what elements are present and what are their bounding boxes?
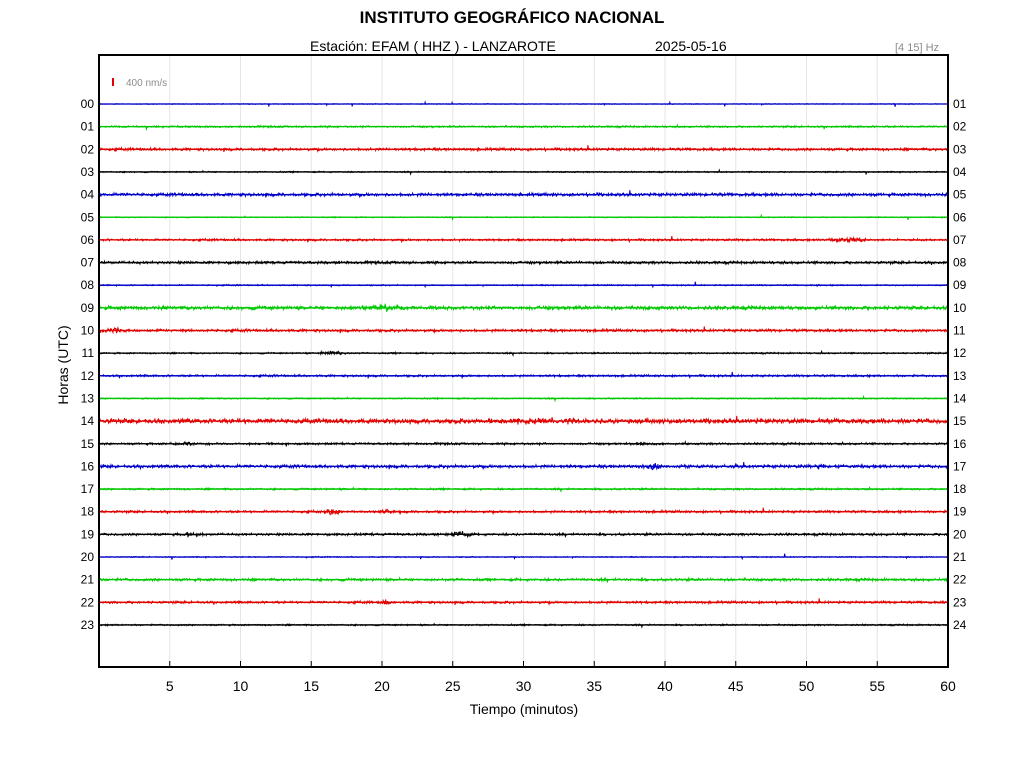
hour-label-left: 20 xyxy=(81,550,95,564)
hour-label-left: 05 xyxy=(81,210,95,224)
hour-label-right: 18 xyxy=(953,482,967,496)
hour-label-right: 24 xyxy=(953,618,967,632)
hour-label-left: 13 xyxy=(81,391,95,405)
hour-label-left: 17 xyxy=(81,482,95,496)
y-axis-right-labels: 01 02 03 04 05 06 07 08 09 10 11 12 13 14 15 16 17 18 19 20… xyxy=(953,97,967,632)
hour-label-left: 23 xyxy=(81,618,95,632)
hour-label-left: 01 xyxy=(81,120,95,134)
x-tick-label: 55 xyxy=(869,678,885,694)
x-tick-label: 20 xyxy=(374,678,390,694)
x-tick-label: 10 xyxy=(233,678,249,694)
hour-label-left: 03 xyxy=(81,165,95,179)
x-tick-label: 45 xyxy=(728,678,744,694)
hour-label-left: 11 xyxy=(82,346,95,360)
hour-label-right: 07 xyxy=(953,233,967,247)
x-tick-label: 60 xyxy=(940,678,956,694)
x-tick-label: 30 xyxy=(516,678,532,694)
hour-label-left: 22 xyxy=(81,595,95,609)
hour-label-right: 10 xyxy=(953,301,967,315)
hour-label-left: 02 xyxy=(81,142,95,156)
hour-label-left: 15 xyxy=(81,437,95,451)
hour-label-right: 02 xyxy=(953,120,967,134)
hour-label-right: 13 xyxy=(953,369,967,383)
x-tick-label: 50 xyxy=(799,678,815,694)
hour-label-right: 11 xyxy=(953,324,966,338)
hour-label-right: 06 xyxy=(953,210,967,224)
hour-label-right: 08 xyxy=(953,256,967,270)
hour-label-left: 14 xyxy=(81,414,95,428)
x-tick-label: 35 xyxy=(586,678,602,694)
hour-label-right: 22 xyxy=(953,573,967,587)
x-tick-label: 5 xyxy=(166,678,174,694)
hour-label-left: 06 xyxy=(81,233,95,247)
hour-label-left: 04 xyxy=(81,188,95,202)
date-label: 2025-05-16 xyxy=(655,38,727,54)
hour-label-right: 03 xyxy=(953,142,967,156)
hour-label-right: 14 xyxy=(953,391,967,405)
hour-label-left: 12 xyxy=(81,369,95,383)
hour-label-right: 15 xyxy=(953,414,967,428)
grid-lines xyxy=(169,55,878,667)
x-axis-label: Tiempo (minutos) xyxy=(470,701,578,717)
hour-label-left: 21 xyxy=(81,573,95,587)
station-label: Estación: EFAM ( HHZ ) - LANZAROTE xyxy=(310,38,556,54)
scale-label: 400 nm/s xyxy=(126,78,167,89)
x-tick-label: 25 xyxy=(445,678,461,694)
hour-label-right: 01 xyxy=(953,97,967,111)
hour-label-right: 17 xyxy=(953,459,967,473)
hour-label-right: 19 xyxy=(953,505,967,519)
hour-label-right: 21 xyxy=(953,550,967,564)
hour-label-right: 16 xyxy=(953,437,967,451)
x-tick-label: 40 xyxy=(657,678,673,694)
hour-label-right: 09 xyxy=(953,278,967,292)
x-axis-ticks: 5 10 15 20 25 30 35 40 45 50 55 60 xyxy=(166,661,956,694)
y-axis-left-labels: 00 01 02 03 04 05 06 07 08 09 10 11 12 13 14 15 16 17 18 19… xyxy=(81,97,95,632)
hour-label-right: 20 xyxy=(953,527,967,541)
hour-label-left: 00 xyxy=(81,97,95,111)
hour-label-left: 07 xyxy=(81,256,95,270)
trace-lines xyxy=(98,100,949,629)
hour-label-left: 18 xyxy=(81,505,95,519)
x-tick-label: 15 xyxy=(303,678,319,694)
hour-label-right: 12 xyxy=(953,346,967,360)
hour-label-right: 23 xyxy=(953,595,967,609)
chart-title: INSTITUTO GEOGRÁFICO NACIONAL xyxy=(359,8,665,27)
hour-label-left: 08 xyxy=(81,278,95,292)
hour-label-left: 19 xyxy=(81,527,95,541)
hour-label-right: 04 xyxy=(953,165,967,179)
hour-label-left: 10 xyxy=(81,324,95,338)
hour-label-right: 05 xyxy=(953,188,967,202)
y-axis-label: Horas (UTC) xyxy=(55,325,71,404)
filter-label: [4 15] Hz xyxy=(895,42,940,54)
hour-label-left: 09 xyxy=(81,301,95,315)
hour-label-left: 16 xyxy=(81,459,95,473)
